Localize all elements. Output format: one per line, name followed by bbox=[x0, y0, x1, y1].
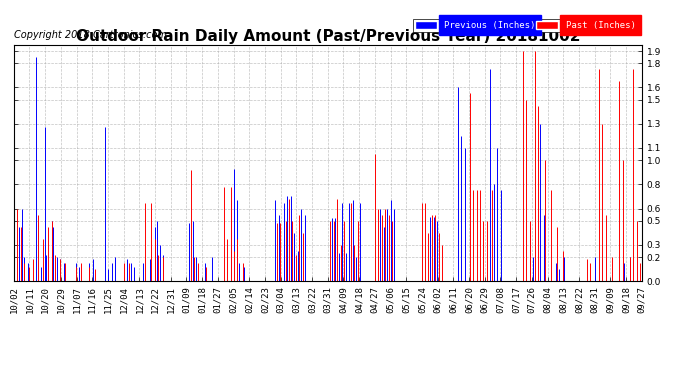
Title: Outdoor Rain Daily Amount (Past/Previous Year) 20181002: Outdoor Rain Daily Amount (Past/Previous… bbox=[75, 29, 580, 44]
Text: Copyright 2018 Cartronics.com: Copyright 2018 Cartronics.com bbox=[14, 30, 167, 40]
Legend: Previous (Inches), Past (Inches): Previous (Inches), Past (Inches) bbox=[413, 19, 637, 32]
